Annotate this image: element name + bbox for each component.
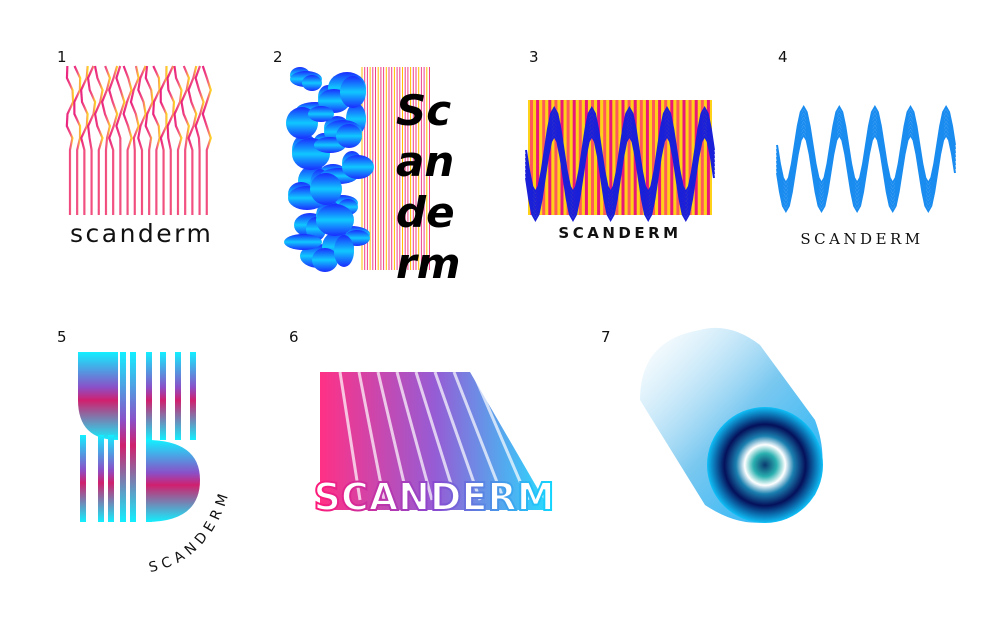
shape (78, 352, 118, 440)
bar-stroke (146, 352, 152, 440)
item-number: 2 (273, 48, 283, 66)
wavy-line (122, 65, 133, 215)
wavy-line (194, 65, 205, 215)
bar-divider (414, 371, 458, 501)
bar-stroke (146, 440, 152, 522)
item-number: 1 (57, 48, 67, 66)
bar-divider (433, 371, 482, 501)
wavy-line (152, 65, 161, 215)
blob (316, 204, 354, 236)
bar-divider (452, 371, 506, 501)
stripe (688, 100, 692, 215)
slanted-bars (320, 372, 550, 510)
stripe (615, 100, 619, 215)
stripe (530, 100, 533, 215)
wavy-line (108, 65, 119, 215)
wavy-line (80, 65, 89, 215)
bar-divider (376, 371, 410, 501)
blob (340, 76, 366, 108)
wavy-line (86, 65, 97, 215)
bar-stroke (190, 352, 196, 440)
blob (334, 235, 354, 267)
item-number: 6 (289, 328, 299, 346)
wavy-line (115, 65, 126, 215)
wordmark-line: rm (396, 239, 460, 288)
target-circle (707, 407, 823, 523)
stripe (627, 100, 631, 215)
stripe (548, 100, 552, 215)
item-number: 7 (601, 328, 611, 346)
item-number: 5 (57, 328, 67, 346)
bar-stroke (160, 352, 166, 440)
blob (284, 234, 322, 250)
stripe (664, 100, 668, 215)
bar-stroke (130, 352, 136, 522)
item-numbers: 1 2 3 4 5 6 7 (57, 48, 788, 346)
stripe (706, 100, 710, 215)
bar-stroke (108, 435, 114, 522)
wordmark-line: de (396, 188, 455, 237)
wavy-line (100, 65, 112, 215)
bar-stroke (175, 352, 181, 440)
wavy-line (129, 65, 140, 215)
wavy-line (173, 65, 183, 215)
wavy-line (180, 65, 191, 215)
blob (312, 248, 338, 272)
bar-divider (395, 371, 434, 501)
wavy-line (73, 65, 82, 215)
wordmark-line: an (396, 137, 454, 186)
wavy-line (159, 65, 168, 215)
wave (776, 133, 956, 213)
wavy-line (93, 65, 104, 215)
stripe (645, 100, 649, 215)
stripe (572, 100, 576, 215)
wordmark: SCANDERM (558, 224, 681, 242)
wavy-line (144, 65, 154, 215)
wavy-line (65, 65, 75, 215)
wordmark: scanderm (70, 219, 213, 248)
stripe (554, 100, 558, 215)
wavy-line (187, 65, 198, 215)
blob (336, 124, 362, 148)
stripe (670, 100, 674, 215)
blob (308, 106, 334, 122)
stripe (603, 100, 607, 215)
bar-stroke (80, 435, 86, 522)
stripe (609, 100, 613, 215)
item-number: 3 (529, 48, 539, 66)
blob (302, 75, 322, 91)
wordmark: SCANDERM (313, 475, 554, 519)
stripe (566, 100, 570, 215)
bar-divider (357, 371, 386, 501)
wordmark: SCANDERM (800, 230, 923, 248)
wavy-line (137, 65, 147, 215)
stripe (536, 100, 540, 215)
wordmark-line: Sc (396, 86, 451, 135)
bar-divider (471, 371, 530, 501)
stripe (700, 100, 704, 215)
stripe (639, 100, 643, 215)
artwork (65, 65, 956, 523)
blob (310, 173, 342, 205)
bar-divider (338, 371, 362, 501)
wavy-line (166, 65, 176, 215)
shape (146, 440, 200, 522)
stripe (682, 100, 686, 215)
stripe (591, 100, 594, 215)
bar-stroke (120, 352, 126, 522)
wordmark-stack: Sc an de rm (396, 86, 460, 288)
wavy-line (201, 65, 212, 215)
bar-stroke (98, 435, 104, 522)
stripe (652, 100, 655, 215)
wave (525, 133, 715, 223)
item-number: 4 (778, 48, 788, 66)
blob (342, 155, 374, 179)
